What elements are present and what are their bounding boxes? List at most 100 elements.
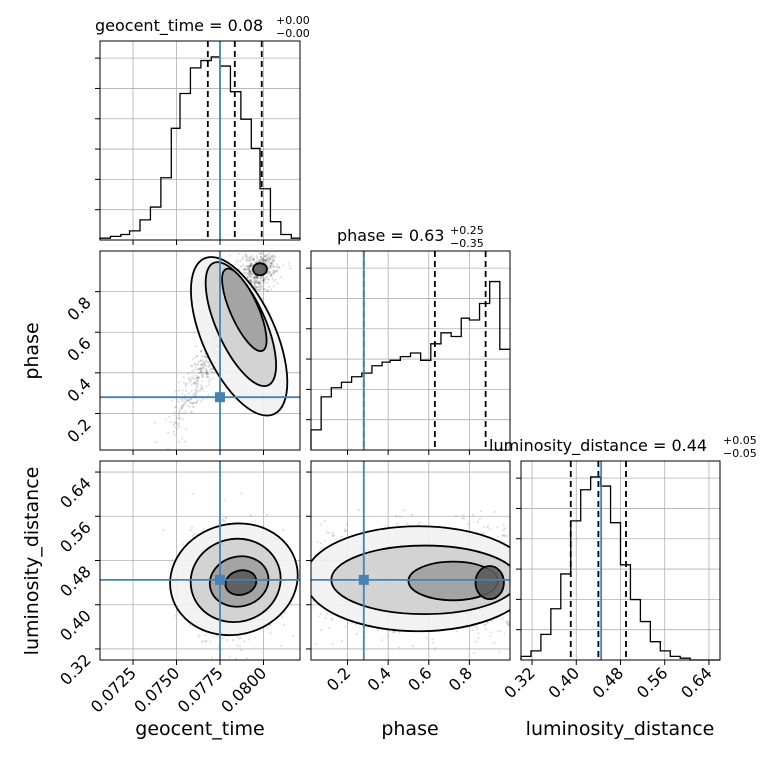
scatter-point [273, 270, 276, 273]
tick-label-phase: 0.8 [63, 293, 94, 324]
scatter-point [474, 640, 477, 643]
scatter-point [200, 373, 203, 376]
scatter-point [196, 379, 199, 382]
scatter-point [259, 287, 263, 290]
scatter-point [201, 359, 204, 362]
scatter-point [249, 275, 252, 278]
scatter-point [239, 265, 242, 268]
scatter-point [259, 279, 262, 282]
tick-label-phase: 0.2 [63, 415, 94, 446]
xlabel-luminosity_distance: luminosity_distance [526, 718, 715, 740]
scatter-point [255, 281, 258, 285]
scatter-point [167, 431, 170, 435]
scatter-point [274, 278, 277, 282]
scatter-point [205, 372, 208, 376]
scatter-point [238, 252, 241, 255]
scatter-point [266, 263, 270, 266]
scatter-point [455, 630, 458, 633]
scatter-point [205, 375, 208, 379]
scatter-point [268, 270, 271, 273]
scatter-point [268, 256, 271, 260]
scatter-point [196, 363, 199, 367]
scatter-point [189, 401, 192, 404]
scatter-point [200, 371, 203, 374]
scatter-point [269, 267, 272, 270]
scatter-point [202, 355, 205, 358]
scatter-point [264, 258, 267, 262]
scatter-point [206, 373, 209, 376]
tick-label-luminosity_distance: 0.64 [677, 663, 716, 702]
scatter-point [177, 414, 181, 418]
tick-label-phase: 0.4 [364, 663, 395, 694]
scatter-point [254, 285, 257, 289]
scatter-point [249, 263, 253, 266]
scatter-point [314, 643, 317, 646]
scatter-point [266, 278, 269, 281]
scatter-point [178, 408, 181, 411]
scatter-point [190, 379, 193, 382]
scatter-point [202, 390, 205, 393]
scatter-point [249, 264, 252, 267]
scatter-point [277, 265, 281, 268]
scatter-point [256, 276, 259, 279]
scatter-point [249, 265, 252, 268]
title-phase-plus: +0.25 [450, 224, 484, 237]
scatter-point [266, 627, 269, 630]
scatter-point [250, 281, 253, 284]
scatter-point [172, 423, 176, 426]
scatter-point [313, 553, 317, 556]
scatter-point [461, 517, 464, 520]
scatter-point [200, 363, 203, 366]
scatter-point [243, 267, 247, 270]
scatter-point [249, 278, 252, 281]
scatter-point [249, 273, 252, 276]
scatter-point [406, 522, 409, 525]
scatter-point [206, 361, 209, 364]
scatter-point [380, 639, 383, 642]
scatter-point [266, 259, 269, 262]
scatter-point [196, 368, 199, 371]
tick-label-phase: 0.4 [63, 374, 94, 405]
contour-level-3 [221, 267, 268, 352]
scatter-point [475, 626, 478, 629]
scatter-point [261, 258, 264, 261]
scatter-point [271, 254, 274, 257]
scatter-point [490, 631, 493, 634]
scatter-point [198, 368, 202, 371]
tick-label-phase: 0.8 [445, 663, 476, 694]
scatter-point [246, 276, 249, 279]
scatter-point [196, 363, 199, 366]
scatter-point [182, 375, 185, 379]
scatter-point [251, 280, 255, 283]
scatter-point [260, 252, 263, 255]
scatter-point [194, 374, 197, 377]
hist-step-geocent_time [99, 56, 300, 240]
scatter-point [302, 606, 304, 608]
scatter-point [257, 282, 260, 285]
ylabel-luminosity_distance: luminosity_distance [21, 467, 43, 656]
scatter-point [262, 287, 265, 291]
scatter-point [425, 636, 428, 640]
scatter-point [195, 355, 198, 358]
scatter-point [243, 272, 247, 275]
scatter-point [176, 427, 179, 431]
scatter-point [398, 515, 402, 519]
titles: geocent_time = 0.08 +0.00 −0.00 phase = … [95, 14, 757, 460]
scatter-point [197, 368, 200, 371]
scatter-point [190, 364, 193, 367]
scatter-point [201, 387, 204, 390]
scatter-point [236, 635, 239, 638]
scatter-point [270, 254, 273, 258]
scatter-point [241, 258, 244, 261]
scatter-point [260, 256, 263, 260]
scatter-point [184, 410, 188, 413]
scatter-point [273, 259, 276, 262]
scatter-point [183, 398, 186, 401]
scatter-point [243, 265, 247, 268]
scatter-point [194, 345, 197, 348]
scatter-point [250, 248, 252, 250]
scatter-point [266, 272, 269, 275]
scatter-point [265, 513, 269, 516]
scatter-point [245, 255, 248, 259]
title-geocent_time-plus: +0.00 [276, 14, 310, 27]
